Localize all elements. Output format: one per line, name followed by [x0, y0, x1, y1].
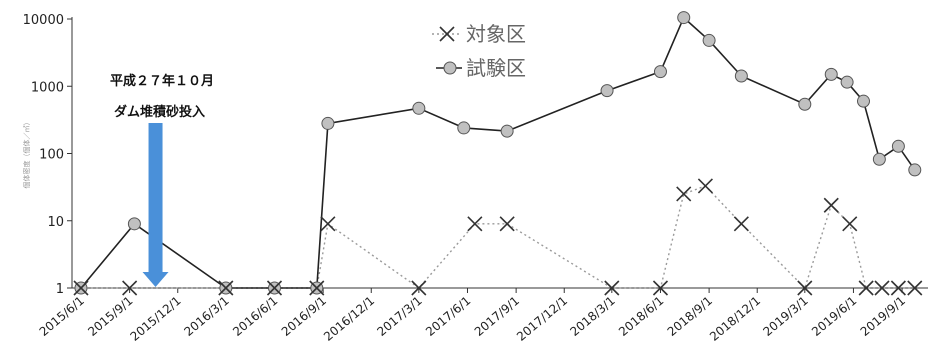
y-tick-label: 10	[47, 215, 64, 230]
x-tick-label: 2018/12/1	[707, 294, 763, 344]
x-marker-stroke	[697, 178, 713, 194]
x-marker-stroke	[733, 216, 749, 232]
x-tick-label: 2017/12/1	[514, 294, 570, 344]
data-point-control	[73, 280, 89, 296]
x-tick-label: 2015/12/1	[128, 294, 184, 344]
x-tick-label: 2019/3/1	[760, 294, 810, 339]
data-point-control	[652, 280, 669, 296]
annotation-arrow	[142, 123, 169, 287]
data-point-test	[856, 94, 870, 108]
data-point-control	[320, 216, 336, 232]
data-point-test	[500, 124, 514, 138]
x-marker-stroke	[309, 280, 325, 296]
y-tick-labels: 1 10 100 1000 10000	[23, 13, 64, 297]
data-point-test	[321, 116, 335, 130]
data-point-test	[127, 217, 141, 231]
data-point-test	[600, 84, 614, 98]
data-point-test	[734, 69, 748, 83]
x-tick-label: 2017/3/1	[374, 294, 424, 339]
data-point-control	[266, 280, 283, 296]
x-tick-label: 2018/3/1	[567, 294, 617, 339]
chart-series	[73, 11, 923, 296]
x-marker-stroke	[73, 280, 89, 296]
data-point-test	[872, 152, 886, 166]
data-point-control	[842, 216, 858, 232]
x-marker-stroke	[604, 280, 620, 296]
x-marker-stroke	[320, 216, 336, 232]
data-point-control	[907, 280, 923, 296]
data-point-control	[697, 178, 713, 194]
legend-item-test: 試験区	[436, 56, 526, 80]
x-marker-stroke	[907, 280, 923, 296]
data-point-test	[677, 11, 691, 25]
x-marker-stroke	[499, 216, 515, 232]
data-point-control	[874, 280, 890, 296]
data-point-control	[499, 216, 515, 232]
x-tick-label: 2016/6/1	[230, 294, 280, 339]
x-marker-stroke	[652, 280, 669, 296]
data-point-test	[840, 75, 854, 89]
x-tick-label: 2015/6/1	[37, 294, 87, 339]
y-tick-label: 1000	[31, 80, 64, 95]
data-point-control	[890, 280, 906, 296]
y-axis-label: 個体密度（個体／㎡）	[22, 119, 31, 189]
data-point-test	[824, 67, 838, 81]
x-marker-stroke	[890, 280, 906, 296]
x-tick-label: 2016/12/1	[321, 294, 377, 344]
legend-marker-test	[443, 61, 457, 75]
data-point-control	[797, 280, 813, 296]
data-point-test	[908, 163, 922, 177]
x-marker-stroke	[411, 280, 427, 296]
data-point-control	[858, 280, 874, 296]
legend-label-test: 試験区	[466, 56, 526, 80]
legend-marker-control	[439, 26, 455, 42]
x-marker-stroke	[858, 280, 874, 296]
x-marker-stroke	[467, 216, 483, 232]
data-point-control	[309, 280, 325, 296]
data-point-test	[798, 97, 812, 111]
data-point-control	[218, 280, 234, 296]
annotation-line-1: 平成２７年１０月	[110, 73, 214, 89]
legend-item-control: 対象区	[432, 22, 526, 46]
y-tick-label: 100	[39, 148, 64, 163]
x-marker-stroke	[218, 280, 234, 296]
x-tick-label: 2016/3/1	[181, 294, 231, 339]
data-point-test	[653, 65, 667, 79]
annotation: 平成２７年１０月 ダム堆積砂投入	[110, 73, 214, 287]
y-tick-label: 10000	[23, 13, 64, 28]
data-point-test	[412, 101, 426, 115]
x-marker-stroke	[676, 186, 692, 202]
data-point-test	[457, 121, 471, 135]
legend: 対象区 試験区	[432, 22, 526, 80]
x-tick-label: 2017/6/1	[423, 294, 473, 339]
x-marker-stroke	[842, 216, 858, 232]
data-point-control	[604, 280, 620, 296]
x-marker-stroke	[823, 197, 839, 213]
x-tick-label: 2018/6/1	[616, 294, 666, 339]
data-point-control	[676, 186, 692, 202]
x-tick-label: 2019/6/1	[809, 294, 859, 339]
x-marker-stroke	[122, 280, 138, 296]
annotation-line-2: ダム堆積砂投入	[114, 104, 205, 120]
data-point-control	[823, 197, 839, 213]
x-marker-stroke	[439, 26, 455, 42]
data-point-control	[467, 216, 483, 232]
x-marker-stroke	[266, 280, 283, 296]
data-point-test	[891, 139, 905, 153]
data-point-control	[733, 216, 749, 232]
x-tick-label: 2019/9/1	[858, 294, 908, 339]
x-marker-stroke	[874, 280, 890, 296]
x-marker-stroke	[797, 280, 813, 296]
data-point-control	[411, 280, 427, 296]
legend-label-control: 対象区	[466, 22, 526, 46]
x-tick-labels: 2015/6/12015/9/12015/12/12016/3/12016/6/…	[37, 294, 908, 344]
series-line-control	[81, 185, 915, 290]
y-tick-label: 1	[56, 282, 64, 297]
data-point-test	[702, 33, 716, 47]
data-point-control	[122, 280, 138, 296]
